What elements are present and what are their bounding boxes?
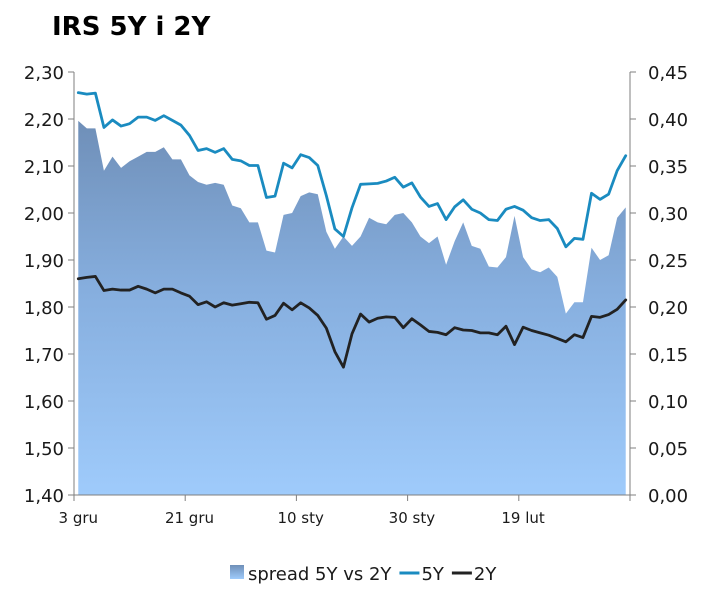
legend-label-spread: spread 5Y vs 2Y [248, 564, 392, 585]
y-left-tick-label: 1,50 [24, 439, 64, 460]
y-left-tick-label: 1,70 [24, 345, 64, 366]
series-line-5y [76, 91, 628, 249]
series-area-spread [78, 120, 626, 495]
series-layer [76, 91, 628, 495]
y-right-tick-label: 0,15 [648, 345, 688, 366]
y-right-tick-label: 0,20 [648, 298, 688, 319]
y-left-tick-label: 2,00 [24, 204, 64, 225]
x-tick-label: 3 gru [59, 509, 99, 527]
x-tick-label: 30 sty [389, 509, 436, 527]
y-left-tick-label: 2,10 [24, 157, 64, 178]
y-left-tick-label: 2,20 [24, 110, 64, 131]
y-left-tick-label: 1,80 [24, 298, 64, 319]
y-left-tick-label: 1,60 [24, 392, 64, 413]
y-right-tick-label: 0,45 [648, 63, 688, 84]
y-right-tick-label: 0,35 [648, 157, 688, 178]
y-right-tick-label: 0,40 [648, 110, 688, 131]
y-right-tick-label: 0,05 [648, 439, 688, 460]
y-right-tick-label: 0,25 [648, 251, 688, 272]
y-right-tick-label: 0,30 [648, 204, 688, 225]
legend: spread 5Y vs 2Y 5Y 2Y [230, 564, 497, 585]
y-right-tick-label: 0,00 [648, 486, 688, 507]
legend-swatch-spread [230, 565, 244, 579]
y-left-tick-label: 1,40 [24, 486, 64, 507]
x-tick-label: 10 sty [277, 509, 324, 527]
axes: 1,40 1,50 1,60 1,70 1,80 1,90 2,00 2,10 2,20 2,30… [24, 63, 688, 527]
y-right-tick-label: 0,10 [648, 392, 688, 413]
chart-title: IRS 5Y i 2Y [52, 12, 211, 42]
legend-label-5y: 5Y [421, 564, 444, 585]
y-left-tick-label: 2,30 [24, 63, 64, 84]
series-line-2y [76, 275, 628, 369]
legend-label-2y: 2Y [474, 564, 497, 585]
x-tick-label: 21 gru [165, 509, 214, 527]
x-tick-label: 19 lut [501, 509, 545, 527]
y-left-tick-label: 1,90 [24, 251, 64, 272]
